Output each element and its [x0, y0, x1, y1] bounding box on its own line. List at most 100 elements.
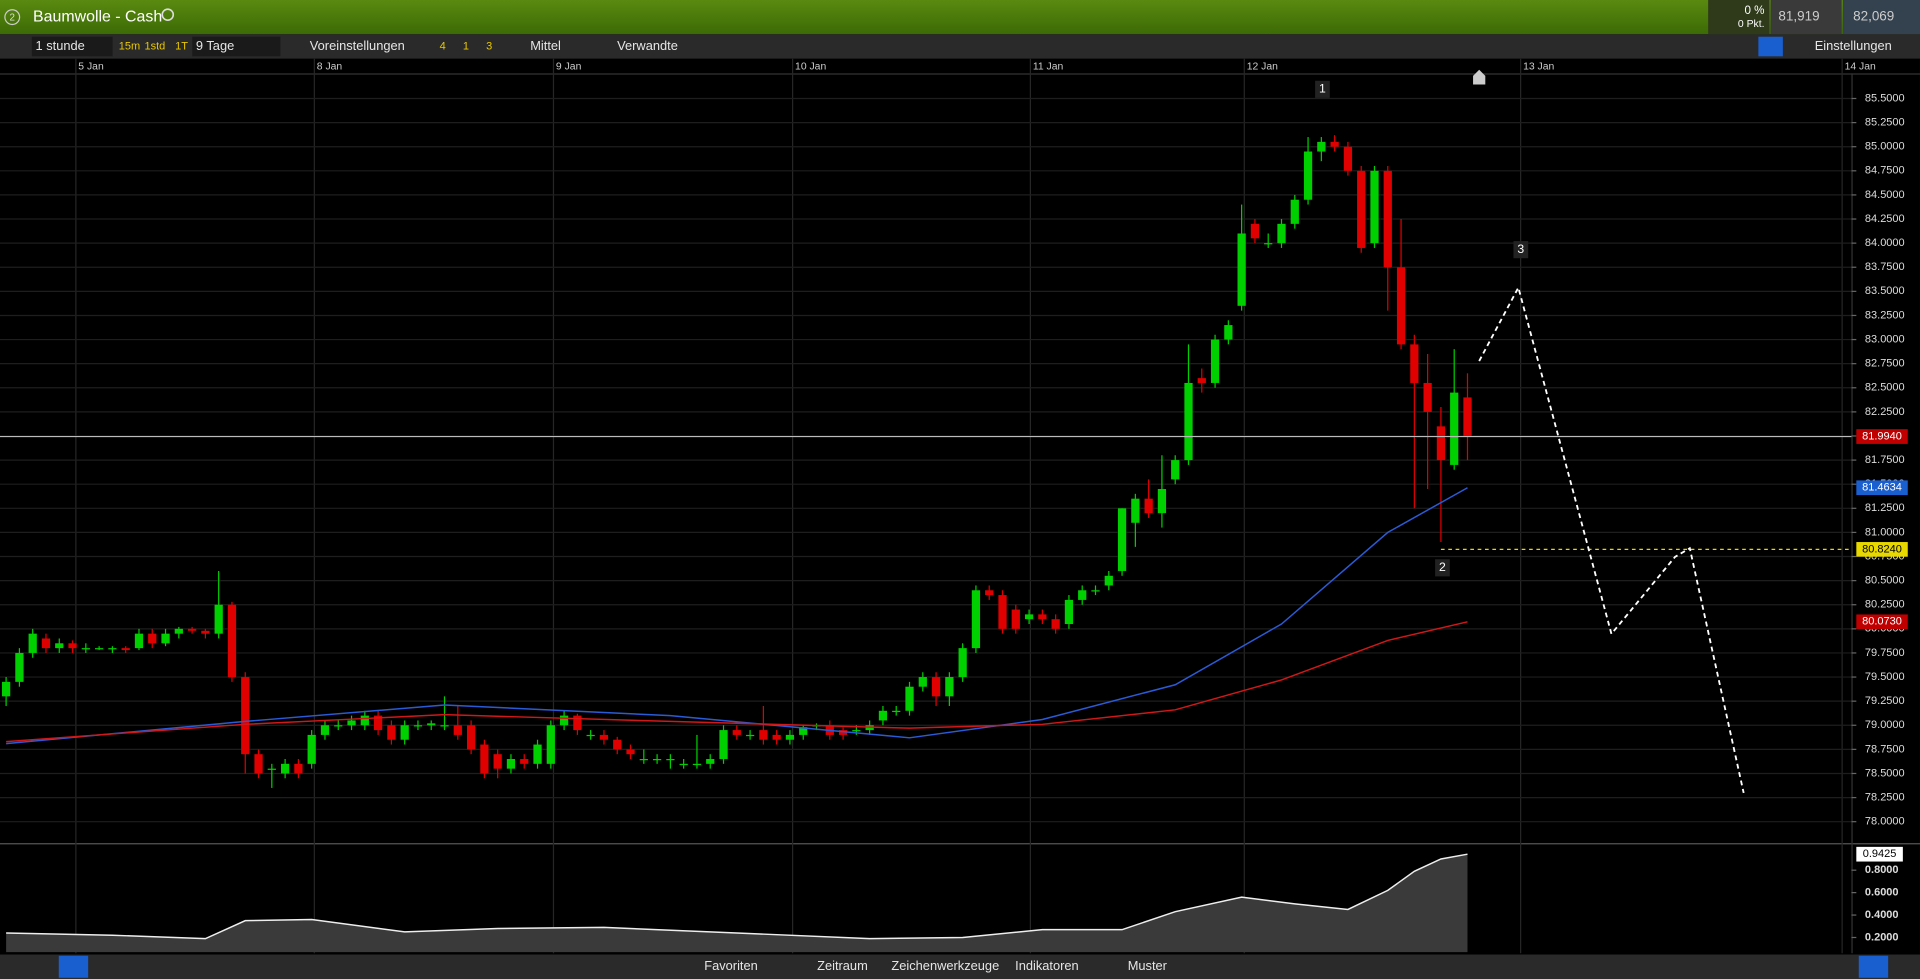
- candle-body: [892, 710, 901, 713]
- candle-body: [466, 725, 476, 750]
- footer-tab[interactable]: Zeitraum: [817, 958, 868, 973]
- x-tick-label: 9 Jan: [556, 61, 582, 72]
- related[interactable]: Verwandte: [617, 38, 678, 53]
- moving-average: [6, 621, 1468, 743]
- draw-tool[interactable]: [58, 955, 89, 978]
- price-marker-label: 80.0730: [1862, 616, 1902, 628]
- candle-body: [187, 628, 197, 631]
- range[interactable]: 9 Tage: [196, 38, 234, 53]
- y-tick-label: 81.7500: [1865, 454, 1905, 466]
- sell-button[interactable]: [1770, 0, 1842, 35]
- candle-body: [1224, 325, 1233, 340]
- candle-body: [506, 759, 516, 769]
- x-tick-label: 14 Jan: [1845, 61, 1876, 72]
- candle-body: [121, 648, 130, 651]
- presets[interactable]: Voreinstellungen: [310, 38, 405, 53]
- y-tick-label: 81.0000: [1865, 526, 1905, 538]
- candle-body: [719, 730, 728, 760]
- y-tick-label: 85.0000: [1865, 141, 1905, 153]
- candle-body: [347, 720, 356, 726]
- candle-body: [931, 677, 941, 697]
- candle-body: [772, 734, 781, 740]
- candle-body: [666, 759, 675, 761]
- candle-body: [320, 725, 330, 735]
- settings[interactable]: Einstellungen: [1815, 38, 1892, 53]
- sell-price[interactable]: 81,919: [1778, 9, 1819, 24]
- candle-body: [958, 648, 967, 678]
- candle-body: [1450, 392, 1459, 465]
- count[interactable]: 4: [440, 40, 446, 52]
- candle-body: [453, 725, 462, 735]
- indicator-marker-label: 0.9425: [1863, 848, 1897, 860]
- count[interactable]: 3: [486, 40, 492, 52]
- search-icon[interactable]: [161, 8, 175, 21]
- candle-body: [1264, 243, 1273, 245]
- quick-interval[interactable]: 1T: [175, 40, 188, 52]
- candle-body: [573, 715, 582, 731]
- crosshair-tool[interactable]: [1858, 955, 1889, 978]
- candle-body: [559, 715, 569, 726]
- annotation: 1: [1319, 82, 1326, 96]
- y-tick-label: 84.2500: [1865, 213, 1905, 225]
- candle-body: [1131, 498, 1140, 523]
- y-tick-label: 85.5000: [1865, 92, 1905, 104]
- candle-body: [81, 648, 90, 650]
- chart-style[interactable]: Mittel: [530, 38, 561, 53]
- quick-interval[interactable]: 1std: [144, 40, 165, 52]
- annotation-box: [1513, 241, 1529, 259]
- forecast-drawing: [1478, 285, 1745, 794]
- indicator-tick-label: 0.8000: [1865, 864, 1899, 876]
- change-pts: 0 Pkt.: [1738, 19, 1765, 30]
- price-marker-label: 81.9940: [1862, 430, 1902, 442]
- count[interactable]: 1: [463, 40, 469, 52]
- candle-body: [652, 759, 662, 761]
- y-tick-label: 78.2500: [1865, 791, 1905, 803]
- candle-body: [945, 677, 954, 697]
- footer-tab[interactable]: Zeichenwerkzeuge: [891, 958, 999, 973]
- toolbar: [0, 34, 1920, 59]
- date-axis: [0, 58, 1920, 75]
- candle-body: [1091, 590, 1100, 592]
- range-select[interactable]: [192, 36, 281, 57]
- buy-price[interactable]: 82,069: [1853, 9, 1894, 24]
- candle-body: [1277, 223, 1286, 244]
- y-tick-label: 83.5000: [1865, 285, 1905, 297]
- price-marker-label: 81.4634: [1862, 482, 1902, 494]
- home-icon[interactable]: [1473, 69, 1486, 85]
- candle-body: [1250, 223, 1260, 239]
- footer-tab[interactable]: Favoriten: [704, 958, 758, 973]
- candle-body: [1171, 460, 1180, 480]
- candle-body: [148, 633, 157, 644]
- candle-body: [280, 763, 290, 774]
- y-tick-label: 84.0000: [1865, 237, 1905, 249]
- candle-body: [1104, 575, 1113, 586]
- tool-active[interactable]: [1758, 36, 1783, 57]
- interval[interactable]: 1 stunde: [36, 38, 85, 53]
- candle-body: [1436, 426, 1446, 461]
- candle-body: [267, 768, 276, 770]
- indicator-tick-label: 0.6000: [1865, 887, 1899, 899]
- candle-body: [546, 725, 555, 764]
- price-marker: [1856, 429, 1908, 444]
- candle-body: [2, 681, 11, 697]
- x-tick-label: 8 Jan: [317, 61, 343, 72]
- header-bar: [0, 0, 1920, 35]
- quick-interval[interactable]: 15m: [119, 40, 140, 52]
- buy-button[interactable]: [1842, 0, 1920, 35]
- candle-body: [852, 730, 861, 732]
- indicator-marker: [1856, 846, 1903, 862]
- candle-body: [785, 734, 795, 740]
- candle-body: [759, 730, 768, 740]
- candle-body: [878, 710, 888, 721]
- candle-body: [427, 723, 436, 726]
- candle-body: [706, 759, 715, 764]
- footer-tab[interactable]: Muster: [1128, 958, 1168, 973]
- candle-body: [1396, 267, 1406, 345]
- candle-body: [599, 734, 609, 740]
- candle-body: [905, 686, 914, 711]
- interval-select[interactable]: [31, 36, 113, 57]
- footer-tab[interactable]: Indikatoren: [1015, 958, 1079, 973]
- y-tick-label: 84.5000: [1865, 189, 1905, 201]
- candle-body: [692, 763, 702, 766]
